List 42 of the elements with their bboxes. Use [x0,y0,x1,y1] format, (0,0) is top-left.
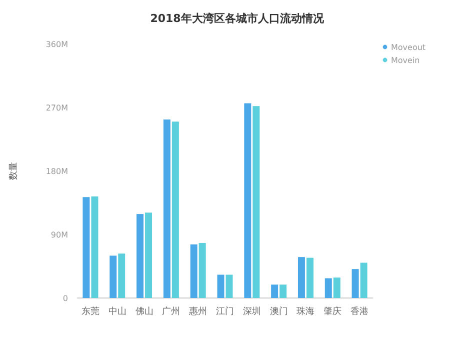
bar [91,196,98,298]
bar [244,103,252,298]
x-tick-label: 广州 [162,306,180,317]
bar [333,278,340,298]
bar [226,274,233,298]
bar [306,258,314,298]
y-tick-label: 270M [46,104,68,112]
x-tick-label: 江门 [216,306,234,317]
bar [252,106,260,298]
y-tick-label: 90M [50,230,68,240]
bar [163,119,170,298]
x-tick-label: 惠州 [188,306,208,317]
x-tick-label: 中山 [108,306,126,317]
x-tick-label: 肇庆 [324,306,342,317]
bar [172,122,179,298]
bar [271,284,278,298]
y-axis-title: 数量 [8,162,19,180]
bar [280,284,287,298]
legend-label: Movein [391,56,420,65]
x-tick-label: 香港 [350,306,369,317]
bar [198,242,206,298]
bar [136,214,144,298]
x-tick-label: 佛山 [135,306,154,317]
x-tick-label: 澳门 [270,306,288,317]
bar [352,269,359,298]
bar [324,278,332,298]
bar [82,197,90,298]
bar [110,256,117,298]
bar [360,262,368,298]
x-tick-label: 珠海 [296,306,315,317]
y-tick-label: 0 [62,294,68,303]
chart-title: 2018年大湾区各城市人口流动情况 [150,12,325,25]
bar [190,244,198,298]
x-tick-label: 东莞 [81,306,100,317]
legend-label: Moveout [391,43,426,52]
bar [217,274,224,298]
bar [145,212,152,298]
x-tick-label: 深圳 [242,306,261,317]
bar [118,254,126,298]
bar [298,257,305,298]
y-tick-label: 180M [46,167,68,176]
y-tick-label: 360M [46,40,68,49]
